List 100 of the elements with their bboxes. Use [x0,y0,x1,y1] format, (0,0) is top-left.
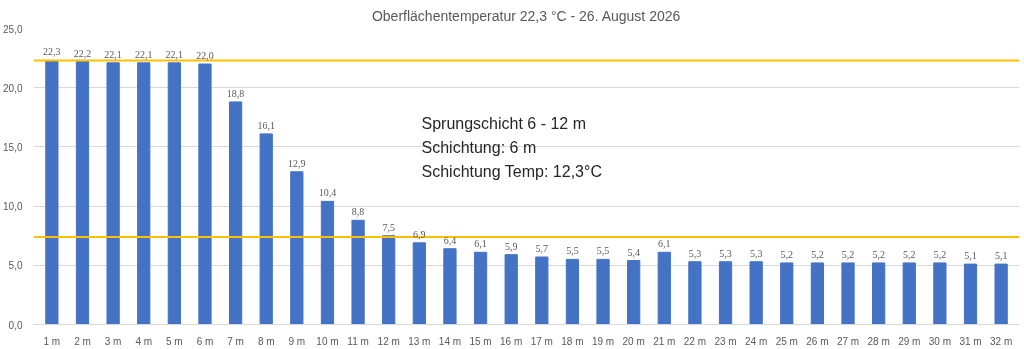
x-tick-label: 24 m [745,335,768,347]
y-tick-label: 10,0 [3,201,23,213]
bar [657,251,671,325]
x-tick-label: 7 m [227,335,244,347]
data-label: 7,5 [382,221,395,233]
bar [627,260,641,325]
data-label: 8,8 [351,206,365,218]
data-label: 6,1 [658,238,671,250]
bar [596,258,610,325]
x-tick-label: 26 m [806,335,829,347]
bar [749,261,763,325]
bar [565,258,580,325]
bar [75,61,90,325]
data-label: 6,1 [474,238,487,250]
x-tick-label: 21 m [653,335,676,347]
bar [902,262,916,325]
bar [994,263,1008,325]
data-label: 22,3 [43,46,61,58]
data-label: 5,1 [964,250,977,262]
data-label: 5,1 [994,250,1008,262]
bar [198,63,212,325]
x-tick-label: 8 m [257,335,275,347]
bar [228,101,243,325]
data-label: 5,2 [872,248,885,260]
y-tick-label: 25,0 [3,23,23,35]
bar [382,235,396,325]
x-tick-label: 20 m [622,335,645,347]
data-label: 5,2 [780,248,794,260]
bar [841,262,855,325]
x-tick-label: 5 m [166,335,183,347]
annotation: Sprungschicht 6 - 12 m [421,114,587,132]
data-label: 5,5 [596,245,610,257]
bar [259,133,273,325]
annotation: Schichtung Temp: 12,3°C [421,162,602,180]
x-tick-label: 25 m [775,335,798,347]
data-label: 5,7 [535,243,549,255]
data-label: 5,2 [841,248,855,260]
bar [535,256,549,325]
x-tick-label: 11 m [347,335,369,347]
annotation: Schichtung: 6 m [421,138,537,156]
bar [810,262,825,325]
bar [45,59,59,325]
x-tick-label: 3 m [104,335,122,347]
x-tick-label: 31 m [959,335,982,347]
x-tick-label: 30 m [928,335,951,347]
x-tick-label: 6 m [196,335,214,347]
data-label: 18,8 [226,87,245,99]
data-label: 5,5 [566,245,579,257]
x-tick-label: 9 m [288,335,306,347]
data-label: 5,2 [903,248,916,260]
x-tick-label: 19 m [591,335,615,347]
bar [504,254,518,325]
data-label: 22,1 [134,48,153,60]
data-label: 5,3 [719,247,732,259]
data-label: 5,9 [504,240,518,252]
x-tick-label: 22 m [683,335,707,347]
x-tick-label: 2 m [74,335,91,347]
data-label: 5,2 [933,248,947,260]
data-label: 5,2 [811,248,824,260]
x-tick-label: 18 m [561,335,584,347]
bar [137,62,151,325]
data-label: 22,0 [196,50,214,62]
bar [167,62,181,325]
x-tick-label: 15 m [469,335,492,347]
bar [290,171,304,325]
bar [872,262,886,325]
bar [106,62,120,325]
x-tick-label: 4 m [135,335,153,347]
x-tick-label: 27 m [836,335,860,347]
x-tick-label: 17 m [530,335,553,347]
x-tick-label: 14 m [438,335,462,347]
data-label: 12,9 [288,157,306,169]
data-label: 22,2 [73,47,92,59]
data-label: 5,4 [627,246,640,258]
bar [443,248,457,325]
x-tick-label: 10 m [316,335,339,347]
bar [718,261,733,325]
data-label: 6,4 [443,234,457,246]
y-tick-label: 0,0 [8,319,23,331]
chart-title: Oberflächentemperatur 22,3 °C - 26. August 2026 [371,7,681,24]
bar [412,242,426,325]
data-label: 5,3 [688,247,702,259]
x-tick-label: 13 m [408,335,431,347]
bar [780,262,794,325]
x-tick-label: 12 m [377,335,400,347]
data-label: 22,1 [165,48,184,60]
data-label: 5,3 [749,247,763,259]
x-tick-label: 28 m [867,335,890,347]
x-tick-label: 16 m [500,335,523,347]
bar [933,262,947,325]
x-tick-label: 1 m [43,335,61,347]
data-label: 10,4 [318,187,337,199]
bar [688,261,702,325]
data-label: 22,1 [104,48,122,60]
bar [351,219,365,325]
x-tick-label: 23 m [714,335,737,347]
y-tick-label: 15,0 [3,141,23,153]
bar [963,263,978,325]
y-tick-label: 20,0 [3,82,23,94]
x-tick-label: 32 m [990,335,1013,347]
